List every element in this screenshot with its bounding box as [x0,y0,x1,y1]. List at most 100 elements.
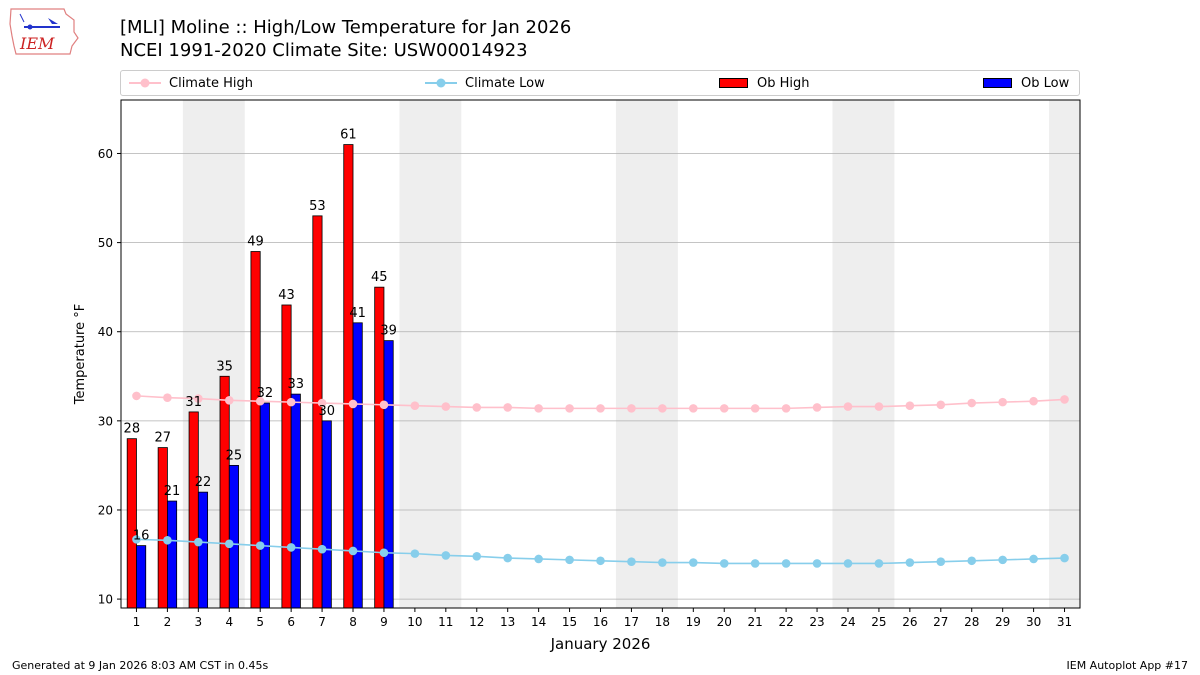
bar-label-ob-low: 32 [257,386,274,401]
weekend-shade [615,100,678,608]
climate-low-point [1029,554,1038,564]
bar-ob-high [343,144,354,609]
climate-high-point [1060,395,1069,404]
x-tick-label: 10 [407,615,422,629]
legend-label-ob-low: Ob Low [1021,75,1070,91]
bar-label-ob-low: 41 [349,306,366,321]
y-tick-label: 20 [98,503,113,517]
legend-line-marker-icon [129,78,161,88]
climate-low-point [905,558,915,567]
climate-high-point [781,404,791,413]
bar-ob-low [197,491,209,609]
bar-ob-low [321,420,332,609]
climate-low-point [627,557,636,566]
climate-high-point [194,394,203,403]
legend-label-climate-low: Climate Low [465,75,545,91]
x-tick-label: 15 [562,615,577,629]
legend-swatch-icon [719,78,748,88]
climate-low-point [658,558,667,567]
bar-ob-low [352,322,363,609]
x-tick-label: 3 [195,615,203,629]
x-tick-label: 5 [256,615,264,629]
bar-label-ob-high: 49 [247,235,264,250]
x-tick-label: 31 [1057,615,1072,629]
bar-ob-high [219,375,230,609]
x-tick-label: 26 [902,615,917,629]
climate-high-point [843,402,853,411]
climate-low-point [781,559,791,568]
climate-low-point [596,556,605,566]
y-tick-label: 30 [98,414,113,428]
bar-label-ob-high: 27 [154,431,171,446]
climate-high-point [163,393,172,402]
x-tick-label: 28 [964,615,979,629]
climate-high-point [565,404,574,413]
x-tick-label: 16 [593,615,608,629]
climate-high-point [967,398,977,408]
climate-high-point [998,397,1007,407]
climate-high-point [874,402,884,411]
bar-ob-high [126,438,137,609]
climate-low-point [163,535,172,545]
climate-low-point [967,556,977,566]
y-axis-label: Temperature °F [73,304,88,405]
bar-ob-low [167,500,178,609]
climate-low-point [565,555,574,565]
x-tick-label: 8 [349,615,357,629]
climate-low-point [194,537,203,547]
legend-item-ob-high: Ob High [719,74,810,92]
climate-high-point [472,403,482,412]
climate-high-point [812,403,822,412]
legend-line-marker-icon [425,78,457,88]
y-tick-label: 60 [98,147,113,161]
climate-low-point [441,551,451,560]
x-axis-label: January 2026 [550,635,651,653]
bar-ob-low [383,340,394,609]
climate-high-point [441,402,451,411]
climate-low-point [379,548,389,558]
climate-low-point [317,544,327,554]
y-tick-label: 10 [98,593,113,607]
svg-text:IEM: IEM [19,34,55,53]
x-tick-label: 6 [287,615,295,629]
climate-high-point [534,404,543,413]
climate-high-point [750,404,760,413]
bar-ob-high [281,304,292,609]
bar-label-ob-high: 45 [371,270,388,285]
climate-low-point [812,559,822,568]
climate-high-point [596,404,605,413]
climate-low-point [503,553,512,563]
x-tick-label: 21 [748,615,763,629]
bar-label-ob-low: 16 [133,529,150,544]
x-tick-label: 25 [871,615,886,629]
x-tick-label: 4 [225,615,233,629]
x-tick-label: 2 [164,615,172,629]
bar-label-ob-high: 61 [340,128,357,143]
iem-logo: IEM [8,6,80,58]
x-tick-label: 11 [438,615,453,629]
x-tick-label: 12 [469,615,484,629]
x-tick-label: 20 [717,615,732,629]
app-credit: IEM Autoplot App #17 [1066,659,1189,672]
x-tick-label: 18 [655,615,670,629]
climate-high-point [905,401,915,410]
legend-item-climate-low: Climate Low [425,74,545,92]
climate-high-point [286,397,296,407]
chart-legend: Climate High Climate Low Ob High Ob Low [120,70,1080,96]
bar-ob-high [157,447,168,609]
climate-low-point [689,558,698,567]
x-tick-label: 27 [933,615,948,629]
climate-high-point [936,400,946,410]
climate-high-point [1029,396,1038,406]
x-tick-label: 22 [778,615,793,629]
iem-logo-graphic: IEM [9,8,79,55]
climate-high-point [719,404,729,413]
climate-high-point [224,396,234,405]
bar-ob-low [228,465,239,609]
x-tick-label: 7 [318,615,326,629]
bar-ob-high [250,251,261,609]
legend-item-ob-low: Ob Low [983,74,1069,92]
bar-ob-low [290,393,301,609]
legend-label-ob-high: Ob High [757,75,810,91]
